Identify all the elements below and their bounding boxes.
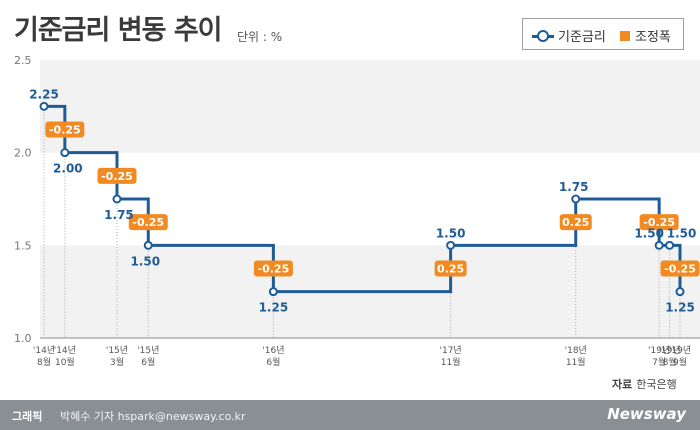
x-tick-year: '16년 [262,345,284,356]
rate-point [39,101,49,111]
source-value: 한국은행 [636,378,677,391]
legend: 기준금리 조정폭 [522,18,684,50]
newsway-logo: Newsway [607,405,686,423]
x-tick-month: 3월 [110,356,124,368]
legend-change-label: 조정폭 [635,30,671,45]
rate-value-label: 1.50 [436,226,466,240]
rate-value-label: 1.50 [634,226,664,240]
source-label: 자료 [612,378,633,391]
change-label-bg [253,260,293,277]
rate-value-label: 1.50 [667,226,697,240]
x-tick-year: '15년 [106,345,128,356]
x-tick-year: '14년 [54,345,76,356]
x-tick-month: 6월 [266,356,280,368]
rate-point [60,148,70,158]
change-label-bg [639,214,679,231]
rate-value-label: 2.00 [53,162,83,176]
footer-bar: 그래픽 박혜수 기자 hspark@newsway.co.kr Newsway [0,400,700,430]
credit-text: 박혜수 기자 hspark@newsway.co.kr [60,410,246,423]
rate-value-label: 1.50 [130,254,160,268]
rate-value-label: 1.75 [559,180,589,194]
x-tick-month: 11월 [441,356,461,368]
rate-value-label: 2.25 [29,87,59,101]
x-tick-year: '18년 [565,345,587,356]
band-2-0-2-5 [40,60,700,153]
rate-point [571,194,581,204]
source: 자료 한국은행 [612,376,677,392]
change-label: -0.25 [132,216,164,229]
rate-point [446,240,456,250]
rate-point [675,287,685,297]
change-label: -0.25 [49,124,81,137]
rate-point [143,240,153,250]
chart-title: 기준금리 변동 추이 [14,15,223,46]
change-label-bg [660,260,700,277]
change-label: 0.25 [562,216,589,229]
change-label-bg [97,167,137,184]
change-label-bg [559,214,592,231]
rate-point [112,194,122,204]
x-tick-month: 8월 [37,356,51,368]
rate-value-label: 1.25 [259,301,289,315]
legend-item-rate: 기준금리 [532,26,606,45]
y-tick-label: 1.5 [14,239,32,252]
y-tick-label: 1.0 [14,332,32,345]
credit-label: 그래픽 [12,410,43,423]
x-tick-year: '19년 [669,345,691,356]
legend-item-change: 조정폭 [620,26,671,45]
x-tick-month: 8월 [663,356,677,368]
line-marker-icon [532,29,554,42]
unit-label: 단위 : % [237,30,283,44]
change-label: -0.25 [258,263,290,276]
rate-point [654,240,664,250]
change-label-bg [434,260,467,277]
change-label-bg [128,214,168,231]
rate-value-label: 1.25 [665,301,695,315]
x-tick-year: '17년 [440,345,462,356]
legend-rate-label: 기준금리 [558,30,606,45]
step-line-chart: 1.01.52.02.5'14년8월'14년10월'15년3월'15년6월'16… [14,54,700,368]
change-label: -0.25 [664,263,696,276]
x-tick-month: 9월 [673,356,687,368]
rate-point [665,240,675,250]
x-tick-year: '14년 [33,345,55,356]
x-tick-month: 6월 [141,356,155,368]
rate-value-label: 1.75 [104,208,134,222]
y-tick-label: 2.0 [14,147,32,160]
square-marker-icon [620,30,630,41]
rate-point [268,287,278,297]
x-tick-month: 7월 [652,356,666,368]
change-label: -0.25 [643,216,675,229]
y-tick-label: 2.5 [14,54,32,67]
x-tick-month: 11월 [566,356,586,368]
x-tick-year: '19년 [648,345,670,356]
change-label: 0.25 [437,263,464,276]
x-tick-year: '19년 [658,345,680,356]
change-label: -0.25 [101,170,133,183]
x-tick-year: '15년 [137,345,159,356]
change-label-bg [45,121,85,138]
x-tick-month: 10월 [55,356,75,368]
